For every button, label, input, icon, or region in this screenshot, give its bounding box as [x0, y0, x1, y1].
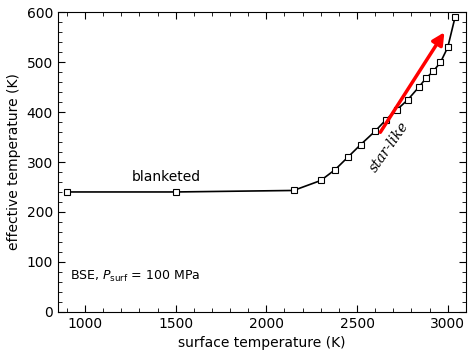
Text: BSE, $P_\mathrm{surf}$ = 100 MPa: BSE, $P_\mathrm{surf}$ = 100 MPa — [71, 269, 201, 284]
X-axis label: surface temperature (K): surface temperature (K) — [178, 336, 346, 350]
Text: star-like: star-like — [367, 119, 412, 175]
Y-axis label: effective temperature (K): effective temperature (K) — [7, 74, 21, 251]
Text: blanketed: blanketed — [132, 171, 201, 185]
